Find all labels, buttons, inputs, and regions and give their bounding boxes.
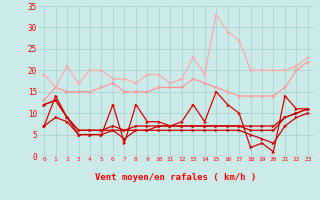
- X-axis label: Vent moyen/en rafales ( km/h ): Vent moyen/en rafales ( km/h ): [95, 174, 257, 182]
